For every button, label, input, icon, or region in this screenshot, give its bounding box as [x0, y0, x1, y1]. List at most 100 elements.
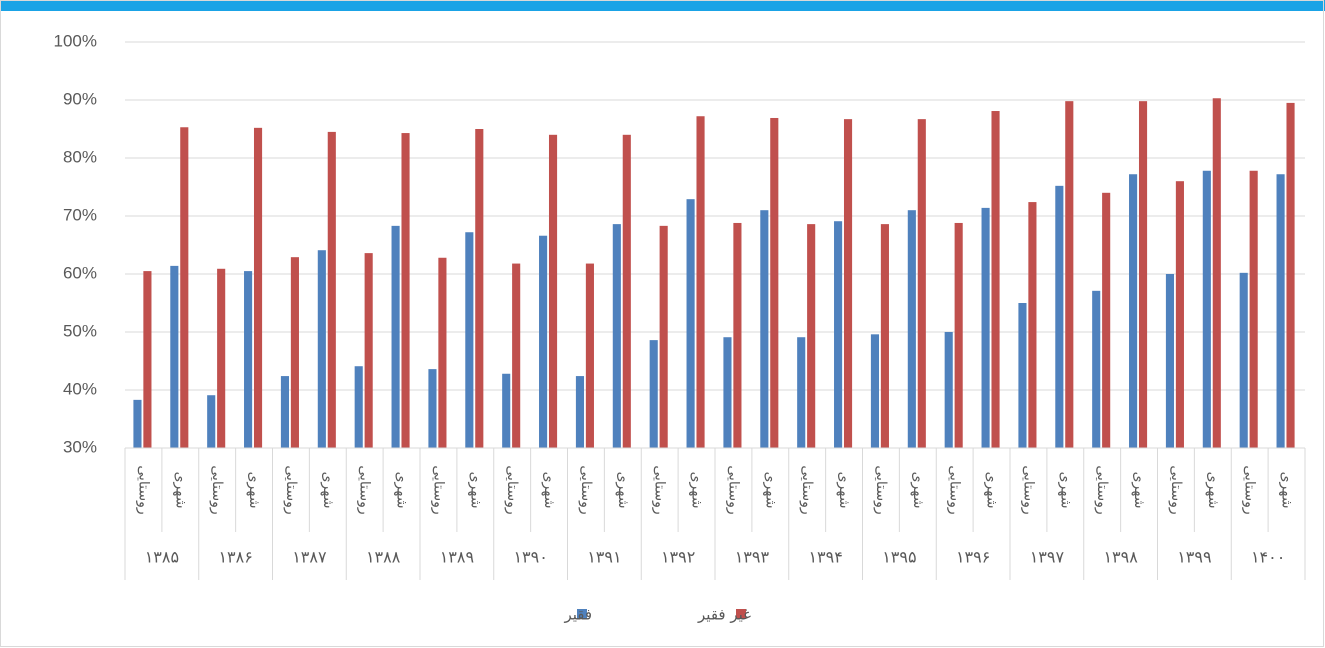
bar — [981, 207, 990, 448]
bar — [686, 199, 695, 448]
bar — [622, 134, 631, 449]
bar — [944, 332, 953, 448]
bar — [880, 224, 889, 448]
bar — [649, 340, 658, 448]
x-tick-label: شهری — [246, 472, 262, 509]
x-tick-label: شهری — [1057, 472, 1073, 509]
bar — [575, 376, 585, 448]
bar — [502, 373, 511, 448]
bar — [733, 222, 742, 448]
x-tick-label: روستایی — [430, 465, 446, 514]
x-group-label: ۱۳۹۰ — [513, 548, 547, 567]
y-tick-label: 80% — [63, 147, 97, 166]
bar — [1092, 290, 1101, 448]
y-tick-label: 100% — [54, 31, 97, 50]
x-group-label: ۱۳۹۴ — [808, 548, 842, 567]
bar — [438, 257, 447, 448]
bar — [428, 369, 437, 448]
x-tick-label: شهری — [615, 472, 631, 509]
bar — [244, 271, 253, 448]
y-tick-label: 70% — [63, 205, 97, 224]
x-group-label: ۱۳۸۹ — [440, 548, 474, 567]
x-tick-label: روستایی — [578, 465, 594, 514]
bar — [143, 271, 152, 448]
bar — [760, 210, 769, 448]
x-tick-label: روستایی — [1168, 465, 1184, 514]
y-tick-label: 90% — [63, 89, 97, 108]
x-group-label: ۱۳۹۲ — [661, 548, 695, 567]
bar — [539, 235, 548, 448]
x-tick-label: شهری — [1205, 472, 1221, 509]
legend-swatch — [736, 609, 746, 619]
y-tick-label: 30% — [63, 437, 97, 456]
bar — [1175, 181, 1184, 448]
bar — [585, 263, 594, 448]
bar — [512, 263, 521, 448]
bar — [1018, 303, 1027, 448]
x-group-label: ۱۳۹۸ — [1103, 548, 1138, 567]
bar — [465, 232, 474, 448]
bar — [133, 399, 142, 448]
title-banner — [0, 0, 1325, 11]
x-tick-label: شهری — [467, 472, 483, 509]
y-tick-label: 60% — [63, 263, 97, 282]
x-tick-label: روستایی — [725, 465, 741, 514]
legend-item: غیر فقیر — [697, 606, 751, 624]
bar — [1249, 170, 1258, 448]
bar — [770, 117, 779, 448]
bar — [954, 222, 963, 448]
x-tick-label: روستایی — [209, 465, 225, 514]
bar — [1065, 101, 1074, 448]
x-tick-label: روستایی — [135, 465, 151, 514]
bar — [217, 268, 226, 448]
x-tick-label: شهری — [910, 472, 926, 509]
x-tick-label: روستایی — [1020, 465, 1036, 514]
bar — [1129, 174, 1138, 449]
bar — [723, 337, 732, 448]
bar — [870, 334, 880, 448]
bar — [659, 225, 668, 448]
x-tick-label: روستایی — [1242, 465, 1258, 514]
bar — [612, 224, 621, 448]
bar — [843, 119, 853, 448]
x-group-label: ۱۳۹۷ — [1030, 548, 1065, 567]
bar — [1276, 174, 1285, 449]
bar — [364, 253, 373, 448]
bar — [180, 127, 189, 448]
x-tick-label: شهری — [320, 472, 336, 509]
bar — [327, 131, 336, 448]
x-group-label: ۱۳۹۵ — [882, 548, 916, 567]
bar — [1202, 170, 1211, 448]
bar — [1028, 202, 1037, 448]
bar — [807, 224, 816, 448]
x-group-label: ۱۳۸۵ — [145, 548, 179, 567]
x-group-label: ۱۳۹۱ — [587, 548, 621, 567]
x-group-label: ۱۳۹۶ — [956, 548, 990, 567]
x-group-label: ۱۳۹۹ — [1177, 548, 1211, 567]
legend-label: فقیر — [563, 606, 592, 624]
bar — [917, 119, 926, 448]
bar — [354, 366, 363, 448]
bar — [1239, 272, 1248, 448]
bar — [253, 127, 263, 448]
bar — [548, 134, 558, 449]
legend-item: فقیر — [563, 606, 592, 624]
bar — [991, 111, 1000, 449]
x-tick-label: شهری — [762, 472, 778, 509]
x-group-label: ۱۳۸۶ — [218, 548, 252, 567]
x-tick-label: شهری — [1279, 472, 1295, 509]
x-tick-label: شهری — [541, 472, 557, 509]
bar — [401, 133, 410, 448]
x-tick-label: شهری — [172, 472, 188, 509]
x-tick-label: روستایی — [947, 465, 963, 514]
x-tick-label: شهری — [394, 472, 410, 509]
bar — [207, 395, 216, 448]
x-tick-label: روستایی — [1094, 465, 1110, 514]
bar — [834, 221, 843, 448]
bar — [317, 250, 326, 448]
x-group-label: ۱۳۸۸ — [366, 548, 401, 567]
y-tick-label: 40% — [63, 379, 97, 398]
x-tick-label: روستایی — [504, 465, 520, 514]
x-tick-label: روستایی — [357, 465, 373, 514]
